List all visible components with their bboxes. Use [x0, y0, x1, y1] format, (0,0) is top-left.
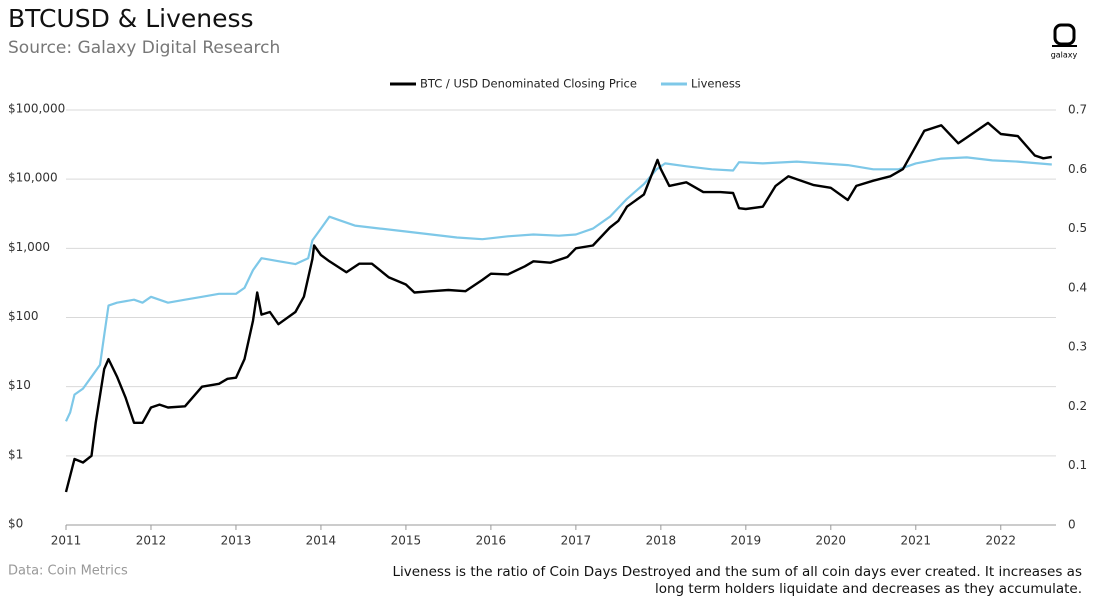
- y-tick-label: $100: [8, 309, 39, 323]
- y2-tick-label: 0: [1068, 518, 1076, 532]
- x-tick-label: 2015: [391, 534, 422, 548]
- source: Data: Coin Metrics: [8, 564, 128, 579]
- series-line: [65, 156, 1052, 422]
- legend-label: Liveness: [691, 77, 741, 91]
- x-tick-label: 2019: [731, 534, 762, 548]
- y-tick-label: $100,000: [8, 102, 65, 116]
- x-tick-label: 2020: [816, 534, 847, 548]
- x-tick-label: 2011: [51, 534, 82, 548]
- y2-tick-label: 0.6: [1068, 162, 1087, 176]
- x-tick-label: 2017: [561, 534, 592, 548]
- y2-tick-label: 0.4: [1068, 280, 1087, 294]
- y2-tick-label: 0.5: [1068, 221, 1087, 235]
- y2-tick-label: 0.3: [1068, 340, 1087, 354]
- y-tick-label: $1,000: [8, 240, 50, 254]
- y2-tick-label: 0.2: [1068, 399, 1087, 413]
- x-tick-label: 2018: [646, 534, 677, 548]
- chart-subtitle: Source: Galaxy Digital Research: [8, 38, 280, 58]
- chart-title: BTCUSD & Liveness: [8, 4, 254, 33]
- x-tick-label: 2021: [901, 534, 932, 548]
- x-tick-label: 2022: [985, 534, 1016, 548]
- y-tick-label: $0: [8, 517, 23, 531]
- note: Liveness is the ratio of Coin Days Destr…: [392, 564, 1082, 597]
- y2-tick-label: 0.7: [1068, 103, 1087, 117]
- x-tick-label: 2016: [476, 534, 507, 548]
- logo-text: galaxy: [1051, 51, 1078, 60]
- y2-tick-label: 0.1: [1068, 458, 1087, 472]
- x-tick-label: 2013: [221, 534, 252, 548]
- y-tick-label: $10,000: [8, 171, 58, 185]
- series-line: [64, 121, 1052, 493]
- y-tick-label: $10: [8, 378, 31, 392]
- legend-label: BTC / USD Denominated Closing Price: [420, 77, 637, 91]
- x-tick-label: 2014: [306, 534, 337, 548]
- x-tick-label: 2012: [136, 534, 167, 548]
- y-tick-label: $1: [8, 447, 23, 461]
- logo-icon: [1053, 23, 1076, 46]
